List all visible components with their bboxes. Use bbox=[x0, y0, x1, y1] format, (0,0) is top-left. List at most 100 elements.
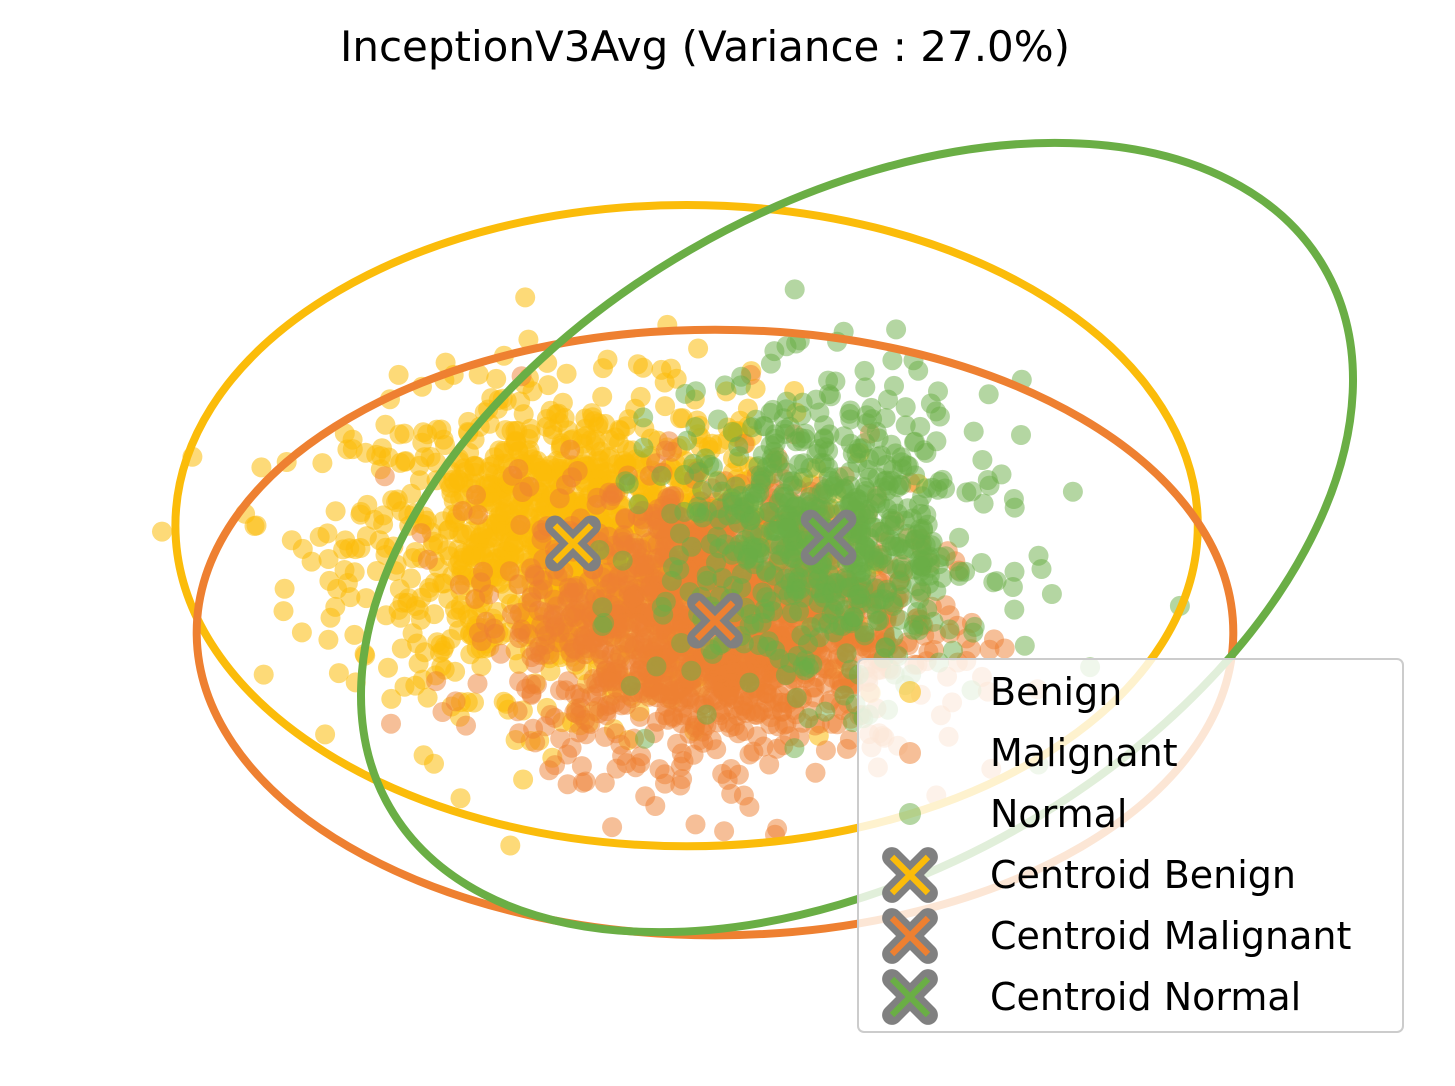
legend-label-centroid-normal: Centroid Normal bbox=[990, 975, 1301, 1019]
point-malignant bbox=[606, 576, 627, 597]
point-normal bbox=[786, 580, 807, 601]
centroid-marker-centroid-benign bbox=[545, 515, 601, 572]
point-normal bbox=[855, 377, 876, 398]
point-benign bbox=[274, 578, 295, 599]
point-benign bbox=[281, 530, 302, 551]
point-malignant bbox=[562, 467, 582, 488]
point-normal bbox=[782, 471, 803, 492]
point-normal bbox=[762, 601, 783, 622]
point-normal bbox=[963, 421, 984, 442]
point-malignant bbox=[935, 595, 956, 616]
point-malignant bbox=[721, 783, 742, 804]
point-normal bbox=[746, 409, 766, 430]
point-normal bbox=[653, 604, 674, 625]
chart-title: InceptionV3Avg (Variance : 27.0%) bbox=[339, 22, 1071, 71]
point-benign bbox=[597, 349, 618, 370]
point-normal bbox=[745, 483, 765, 504]
point-malignant bbox=[564, 639, 585, 660]
point-normal bbox=[871, 445, 891, 466]
point-benign bbox=[531, 461, 552, 482]
point-normal bbox=[784, 738, 805, 759]
point-benign bbox=[538, 375, 559, 396]
legend-frame bbox=[857, 658, 1404, 1033]
point-malignant bbox=[731, 700, 752, 721]
point-normal bbox=[814, 415, 835, 436]
point-normal bbox=[883, 626, 904, 647]
point-benign bbox=[409, 455, 430, 476]
point-normal bbox=[854, 625, 875, 646]
point-malignant bbox=[631, 616, 652, 637]
point-benign bbox=[378, 657, 398, 678]
point-malignant bbox=[432, 702, 453, 722]
point-malignant bbox=[839, 729, 860, 750]
point-normal bbox=[731, 578, 752, 598]
point-normal bbox=[737, 548, 758, 569]
point-malignant bbox=[525, 642, 546, 662]
point-normal bbox=[775, 423, 796, 444]
point-normal bbox=[791, 625, 812, 646]
point-malignant bbox=[417, 549, 438, 570]
point-normal bbox=[798, 708, 819, 729]
point-normal bbox=[784, 541, 805, 562]
point-malignant bbox=[721, 759, 742, 779]
point-malignant bbox=[654, 764, 675, 785]
point-normal bbox=[806, 389, 827, 410]
point-malignant bbox=[635, 786, 656, 807]
point-benign bbox=[334, 423, 355, 444]
point-benign bbox=[588, 413, 609, 434]
point-normal bbox=[1003, 489, 1024, 509]
point-benign bbox=[503, 535, 524, 556]
point-normal bbox=[776, 336, 797, 357]
point-malignant bbox=[483, 618, 504, 639]
point-malignant bbox=[979, 639, 1000, 660]
point-benign bbox=[381, 688, 402, 709]
legend-marker-centroid-benign bbox=[882, 847, 938, 903]
point-normal bbox=[620, 675, 641, 696]
point-benign bbox=[592, 386, 613, 407]
point-normal bbox=[670, 523, 690, 544]
point-malignant bbox=[544, 589, 565, 610]
point-normal bbox=[859, 467, 880, 488]
point-benign bbox=[335, 530, 356, 551]
point-normal bbox=[923, 611, 944, 632]
point-benign bbox=[424, 604, 445, 625]
point-benign bbox=[291, 622, 312, 643]
point-benign bbox=[402, 548, 423, 569]
point-normal bbox=[928, 554, 949, 575]
point-normal bbox=[815, 701, 836, 722]
point-normal bbox=[886, 559, 907, 580]
point-malignant bbox=[572, 772, 593, 793]
point-malignant bbox=[703, 670, 724, 691]
point-benign bbox=[434, 636, 455, 657]
legend-label-benign: Benign bbox=[990, 670, 1122, 714]
point-malignant bbox=[411, 523, 432, 544]
point-malignant bbox=[587, 487, 608, 508]
point-benign bbox=[388, 364, 409, 385]
point-malignant bbox=[490, 643, 511, 664]
point-malignant bbox=[589, 703, 609, 724]
centroid-layer bbox=[545, 509, 857, 649]
point-normal bbox=[882, 592, 903, 613]
point-malignant bbox=[525, 732, 546, 753]
point-benign bbox=[320, 607, 341, 628]
point-malignant bbox=[557, 774, 578, 795]
point-normal bbox=[882, 350, 903, 371]
point-malignant bbox=[508, 459, 529, 479]
point-malignant bbox=[615, 509, 636, 530]
point-normal bbox=[661, 503, 682, 524]
point-normal bbox=[628, 494, 649, 515]
legend-items: Benign Malignant Normal Centroid Benign Cent… bbox=[882, 670, 1351, 1025]
point-normal bbox=[681, 536, 702, 557]
point-benign bbox=[435, 352, 456, 373]
point-malignant bbox=[747, 726, 768, 747]
point-normal bbox=[977, 470, 998, 490]
point-benign bbox=[344, 624, 365, 645]
point-malignant bbox=[499, 561, 520, 582]
legend-marker-benign bbox=[899, 681, 921, 703]
point-malignant bbox=[678, 705, 699, 726]
point-benign bbox=[460, 544, 481, 565]
point-benign bbox=[356, 588, 377, 609]
point-normal bbox=[836, 643, 857, 664]
point-benign bbox=[441, 483, 462, 504]
